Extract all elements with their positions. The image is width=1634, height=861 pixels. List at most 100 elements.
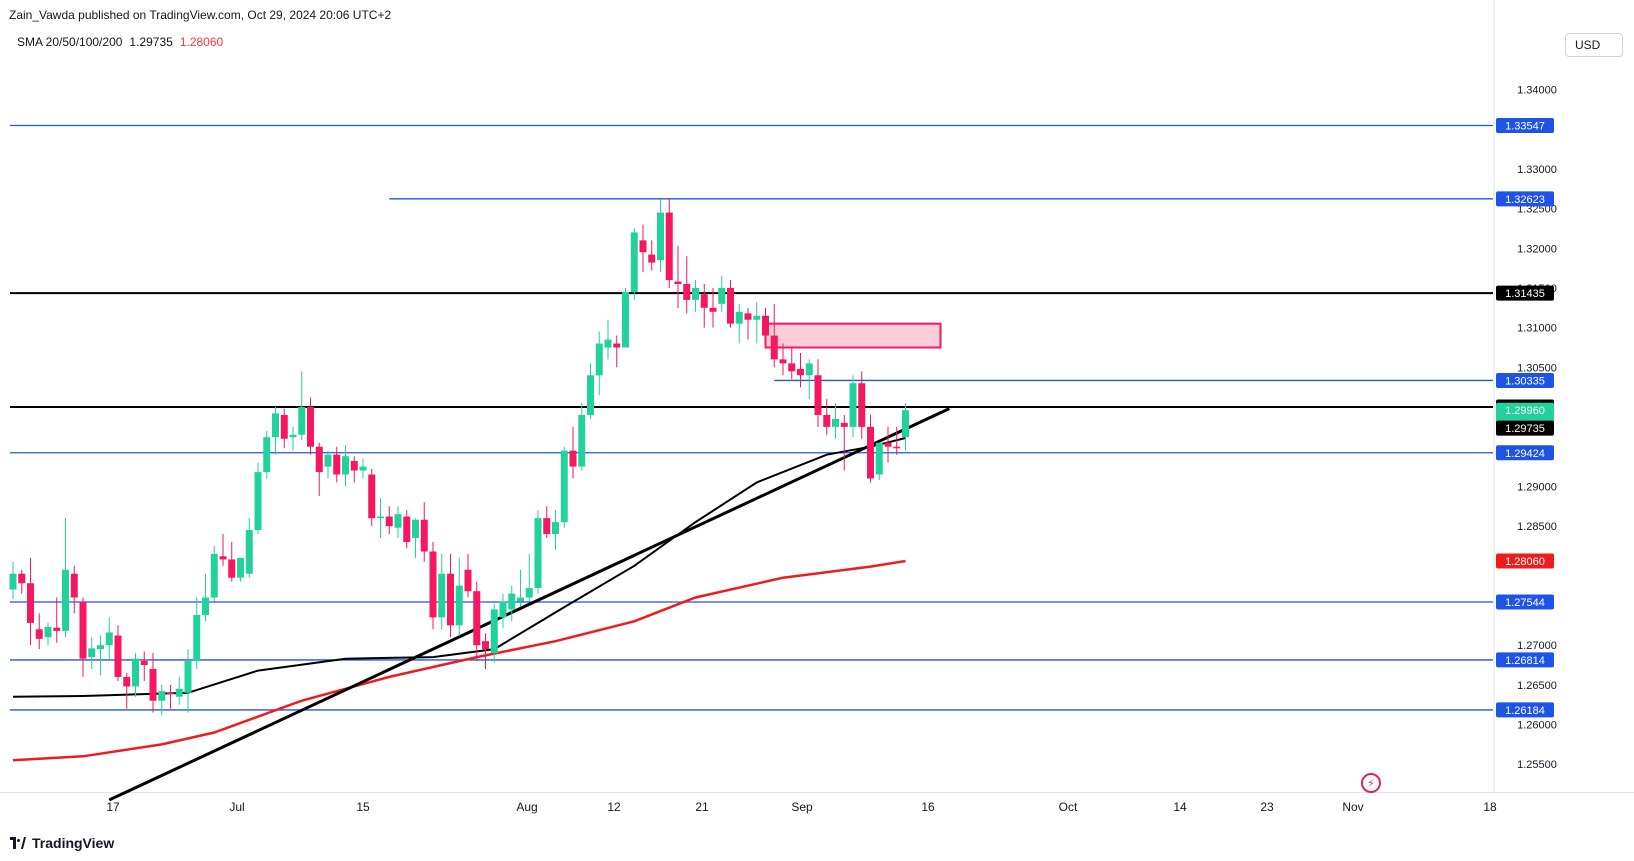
candle bbox=[867, 414, 874, 483]
price-badge bbox=[1496, 594, 1554, 610]
candle bbox=[849, 375, 857, 438]
candle-body bbox=[158, 691, 166, 701]
candle bbox=[62, 518, 69, 638]
currency-button[interactable]: USD bbox=[1565, 33, 1623, 57]
flash-alert-icon[interactable]: ⚡ bbox=[1361, 773, 1381, 793]
candle-body bbox=[587, 375, 594, 415]
time-tick-label: Aug bbox=[516, 800, 537, 814]
candle bbox=[44, 622, 52, 646]
tradingview-mark-icon bbox=[10, 837, 26, 849]
candle-body bbox=[70, 573, 78, 598]
candle bbox=[464, 553, 472, 598]
candle bbox=[132, 653, 139, 697]
price-badge bbox=[1496, 285, 1554, 301]
candle bbox=[342, 445, 349, 487]
candle bbox=[490, 603, 498, 663]
candle bbox=[753, 302, 761, 344]
candle bbox=[184, 649, 192, 713]
candle-body bbox=[132, 658, 139, 687]
candle bbox=[499, 593, 507, 628]
candle bbox=[735, 303, 743, 344]
candle-body bbox=[280, 414, 288, 439]
tradingview-brand: TradingView bbox=[32, 835, 115, 851]
candle bbox=[167, 684, 174, 709]
candle-body bbox=[123, 676, 131, 687]
candle-body bbox=[35, 629, 43, 639]
candle-body bbox=[114, 635, 122, 677]
candle bbox=[744, 307, 752, 340]
candle-body bbox=[630, 232, 638, 292]
candle bbox=[158, 684, 166, 716]
candle-body bbox=[560, 450, 568, 523]
candle bbox=[893, 426, 901, 455]
candle bbox=[193, 597, 201, 669]
candle-body bbox=[62, 569, 69, 631]
candle bbox=[412, 518, 419, 558]
supply-zone-rect bbox=[764, 322, 942, 349]
candle bbox=[657, 199, 664, 273]
candle bbox=[788, 347, 796, 380]
candle-body bbox=[482, 641, 489, 650]
candle-body bbox=[27, 583, 34, 623]
candle bbox=[35, 613, 43, 650]
candle bbox=[692, 280, 699, 312]
candle-body bbox=[875, 442, 883, 475]
price-badge-label: 1.33547 bbox=[1505, 120, 1545, 132]
price-badge bbox=[1496, 702, 1554, 718]
candle-body bbox=[867, 426, 874, 479]
candle bbox=[482, 633, 489, 669]
candle bbox=[254, 462, 262, 535]
candle bbox=[902, 403, 909, 451]
candle-body bbox=[175, 688, 183, 697]
tradingview-logo[interactable]: TradingView bbox=[10, 835, 114, 851]
candle bbox=[307, 397, 314, 455]
candle bbox=[665, 199, 673, 288]
candle-body bbox=[683, 284, 691, 300]
price-tick-label: 1.28500 bbox=[1517, 521, 1557, 533]
candle bbox=[779, 343, 787, 376]
candle-body bbox=[149, 668, 157, 701]
sma-legend[interactable]: SMA 20/50/100/200 1.29735 1.28060 bbox=[17, 35, 223, 49]
candle-body bbox=[105, 632, 113, 646]
candle-body bbox=[289, 434, 297, 438]
candle-body bbox=[692, 287, 699, 300]
price-tick-label: 1.30500 bbox=[1517, 362, 1557, 374]
candle-body bbox=[228, 559, 236, 578]
candle bbox=[324, 450, 332, 479]
candle-body bbox=[595, 343, 603, 376]
candle bbox=[805, 359, 813, 400]
price-badge bbox=[1496, 652, 1554, 668]
candle bbox=[368, 468, 376, 527]
candle-body bbox=[884, 442, 892, 447]
candle-body bbox=[525, 588, 533, 598]
price-tick-label: 1.33000 bbox=[1517, 164, 1557, 176]
candle-body bbox=[639, 240, 647, 253]
candle bbox=[280, 408, 288, 449]
candle bbox=[272, 407, 279, 455]
candle bbox=[385, 506, 393, 535]
candle bbox=[438, 553, 446, 630]
candle-body bbox=[254, 472, 262, 531]
candle-body bbox=[657, 212, 664, 261]
candle-body bbox=[543, 518, 551, 535]
candle-body bbox=[893, 446, 901, 449]
price-tick-label: 1.32000 bbox=[1517, 243, 1557, 255]
candle-body bbox=[578, 414, 586, 467]
price-badge bbox=[1496, 420, 1554, 436]
candle bbox=[123, 672, 131, 709]
candle-body bbox=[744, 313, 752, 320]
candle bbox=[202, 573, 209, 622]
sma-black-line bbox=[12, 437, 906, 698]
candle bbox=[70, 565, 78, 614]
candle bbox=[840, 414, 848, 471]
candle bbox=[709, 287, 717, 328]
candle bbox=[525, 553, 533, 602]
candle-body bbox=[622, 291, 629, 348]
candle-body bbox=[79, 601, 87, 659]
candle-body bbox=[219, 556, 227, 560]
candle-body bbox=[298, 407, 306, 435]
price-badge-label: 1.29735 bbox=[1505, 423, 1545, 435]
candle bbox=[377, 498, 384, 538]
candle bbox=[9, 561, 17, 600]
